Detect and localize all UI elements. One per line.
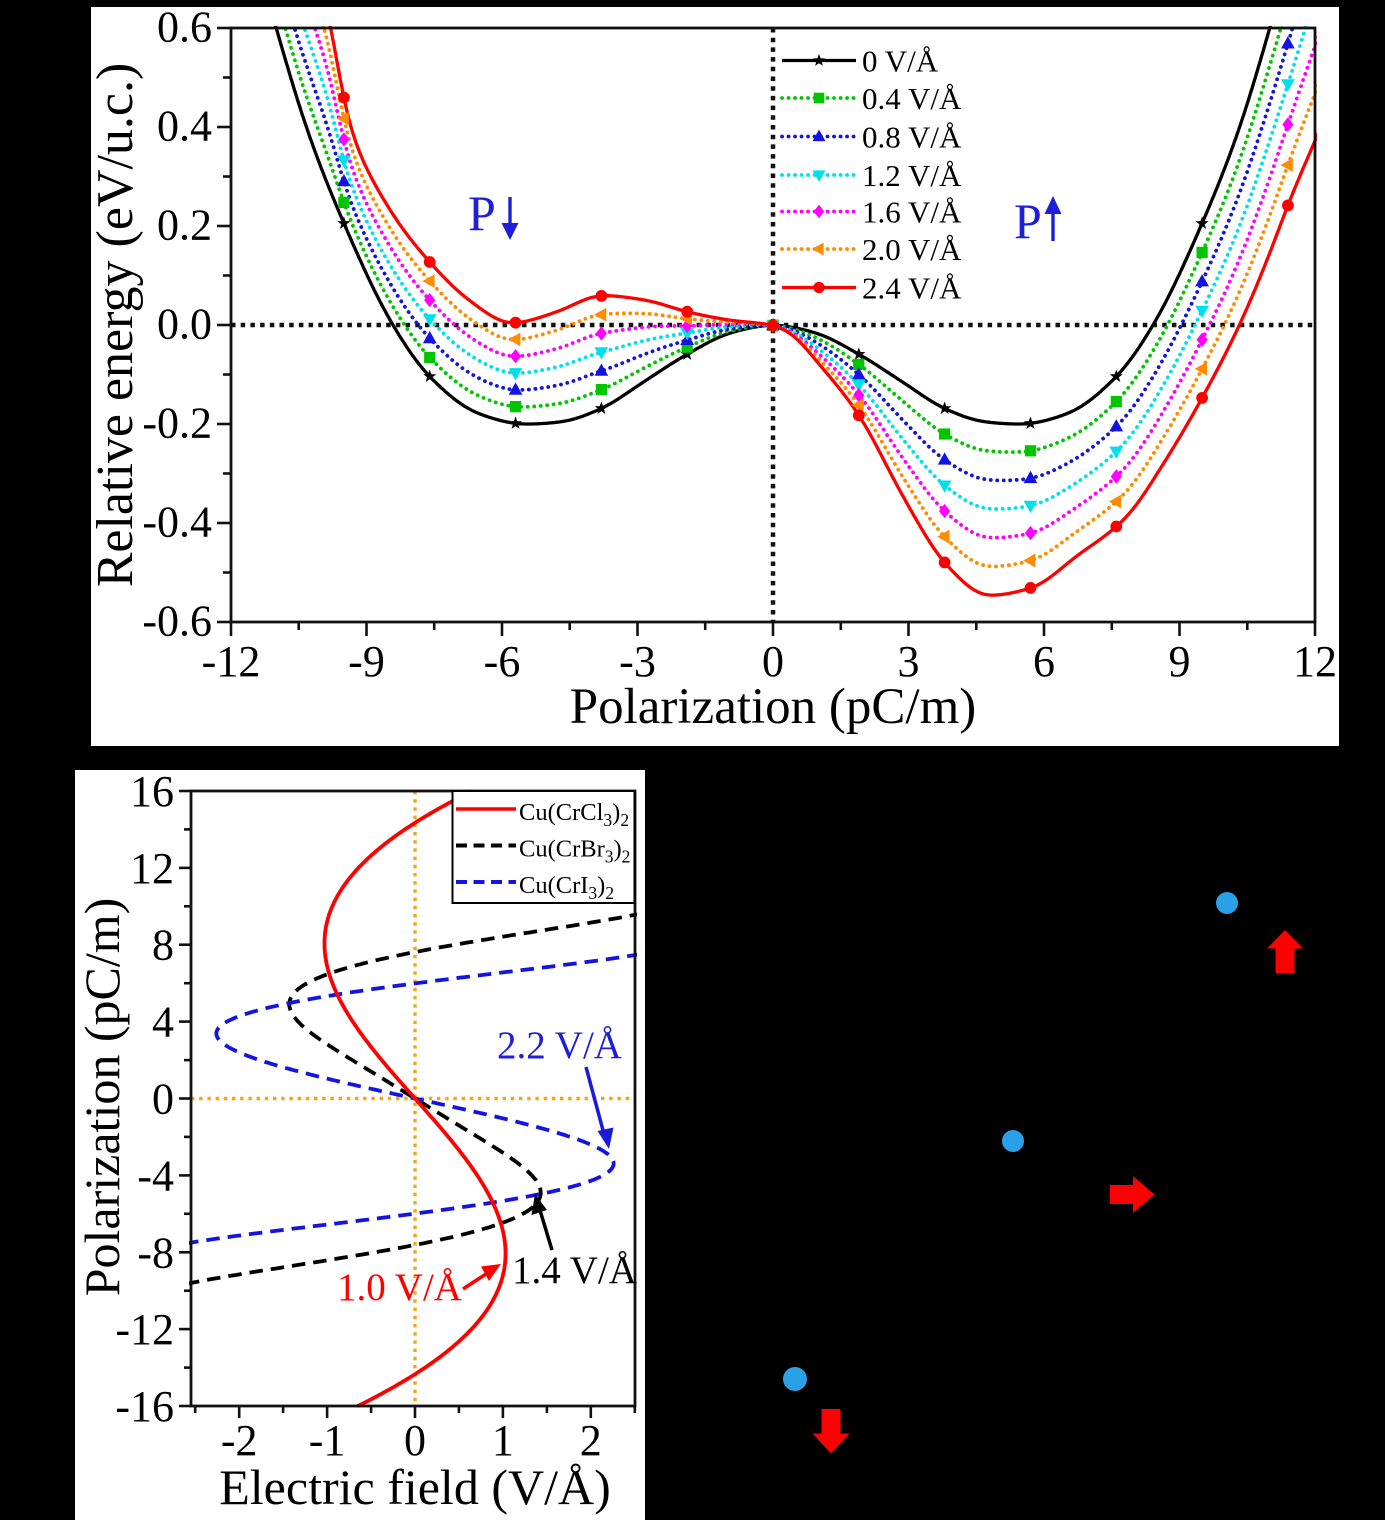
svg-text:-1: -1: [309, 1416, 346, 1465]
svg-text:Polarization (pC/m): Polarization (pC/m): [74, 898, 130, 1297]
svg-text:Cu(CrBr3)2: Cu(CrBr3)2: [519, 836, 630, 867]
svg-text:-0.6: -0.6: [142, 597, 212, 646]
svg-text:P: P: [1014, 193, 1042, 249]
svg-text:1.0 V/Å: 1.0 V/Å: [337, 1266, 462, 1309]
svg-text:0.8 V/Å: 0.8 V/Å: [862, 120, 962, 155]
svg-text:Relative energy (eV/u.c.): Relative energy (eV/u.c.): [87, 63, 144, 588]
svg-text:-8: -8: [137, 1228, 174, 1277]
svg-text:Electric field (V/Å): Electric field (V/Å): [219, 1459, 610, 1515]
svg-text:-9: -9: [348, 637, 385, 686]
svg-text:-16: -16: [115, 1382, 174, 1431]
svg-text:-0.2: -0.2: [142, 399, 212, 448]
svg-text:2.2 V/Å: 2.2 V/Å: [497, 1024, 622, 1067]
svg-text:12: 12: [130, 844, 174, 893]
svg-text:-12: -12: [202, 637, 261, 686]
svg-text:-3: -3: [619, 637, 656, 686]
svg-text:0: 0: [762, 637, 784, 686]
svg-text:0.0: 0.0: [157, 300, 212, 349]
svg-text:0.4 V/Å: 0.4 V/Å: [862, 81, 962, 116]
svg-text:P: P: [468, 185, 496, 241]
svg-text:0.4: 0.4: [157, 102, 212, 151]
svg-text:0: 0: [404, 1416, 426, 1465]
svg-text:Polarization (pC/m): Polarization (pC/m): [570, 679, 977, 735]
svg-text:6: 6: [1033, 637, 1055, 686]
svg-text:0 V/Å: 0 V/Å: [862, 44, 939, 79]
svg-text:2.4 V/Å: 2.4 V/Å: [862, 271, 962, 306]
svg-text:-0.4: -0.4: [142, 498, 212, 547]
svg-text:12: 12: [1293, 637, 1337, 686]
svg-text:Cu(CrI3)2: Cu(CrI3)2: [519, 872, 614, 903]
svg-text:16: 16: [130, 767, 174, 816]
svg-text:0: 0: [152, 1075, 174, 1124]
svg-text:4: 4: [152, 998, 174, 1047]
svg-text:3: 3: [898, 637, 920, 686]
svg-text:8: 8: [152, 921, 174, 970]
svg-text:9: 9: [1169, 637, 1191, 686]
svg-text:2.0 V/Å: 2.0 V/Å: [862, 232, 962, 267]
svg-text:-4: -4: [137, 1151, 174, 1200]
svg-text:1: 1: [492, 1416, 514, 1465]
svg-text:1.6 V/Å: 1.6 V/Å: [862, 195, 962, 230]
svg-text:1.2 V/Å: 1.2 V/Å: [862, 158, 962, 193]
svg-text:0.2: 0.2: [157, 201, 212, 250]
svg-text:-6: -6: [484, 637, 521, 686]
svg-text:-12: -12: [115, 1305, 174, 1354]
svg-text:0.6: 0.6: [157, 3, 212, 52]
svg-text:2: 2: [580, 1416, 602, 1465]
svg-text:1.4 V/Å: 1.4 V/Å: [512, 1249, 637, 1292]
svg-text:Cu(CrCl3)2: Cu(CrCl3)2: [519, 799, 629, 830]
svg-text:-2: -2: [221, 1416, 258, 1465]
